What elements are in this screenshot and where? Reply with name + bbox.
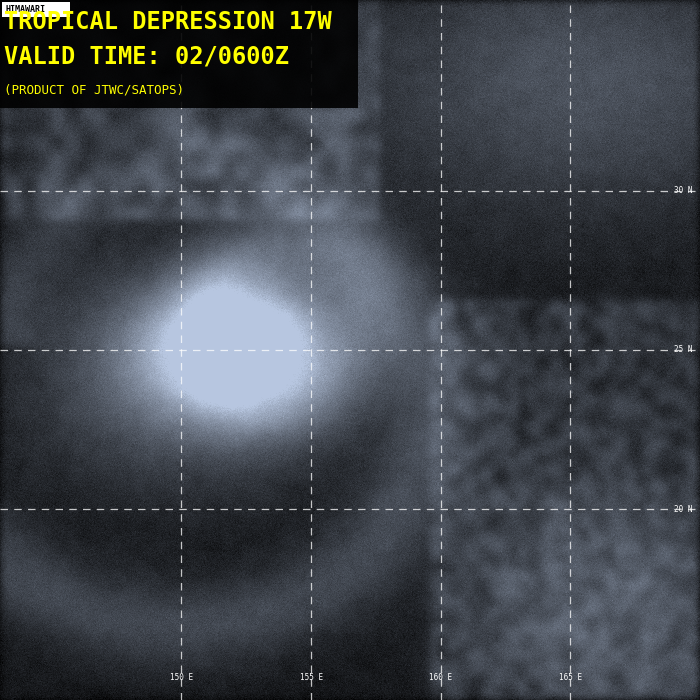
Text: VALID TIME: 02/0600Z: VALID TIME: 02/0600Z	[4, 44, 289, 68]
Text: 20 N: 20 N	[673, 505, 692, 514]
Text: 155 E: 155 E	[300, 673, 323, 682]
FancyBboxPatch shape	[2, 2, 70, 17]
Text: HIMAWARI: HIMAWARI	[5, 5, 45, 14]
Text: 25 N: 25 N	[673, 346, 692, 354]
Text: TROPICAL DEPRESSION 17W: TROPICAL DEPRESSION 17W	[4, 10, 332, 34]
Text: (PRODUCT OF JTWC/SATOPS): (PRODUCT OF JTWC/SATOPS)	[4, 83, 184, 97]
Text: 165 E: 165 E	[559, 673, 582, 682]
FancyBboxPatch shape	[0, 0, 358, 108]
Text: 160 E: 160 E	[429, 673, 452, 682]
Text: 150 E: 150 E	[170, 673, 193, 682]
Text: 30 N: 30 N	[673, 186, 692, 195]
